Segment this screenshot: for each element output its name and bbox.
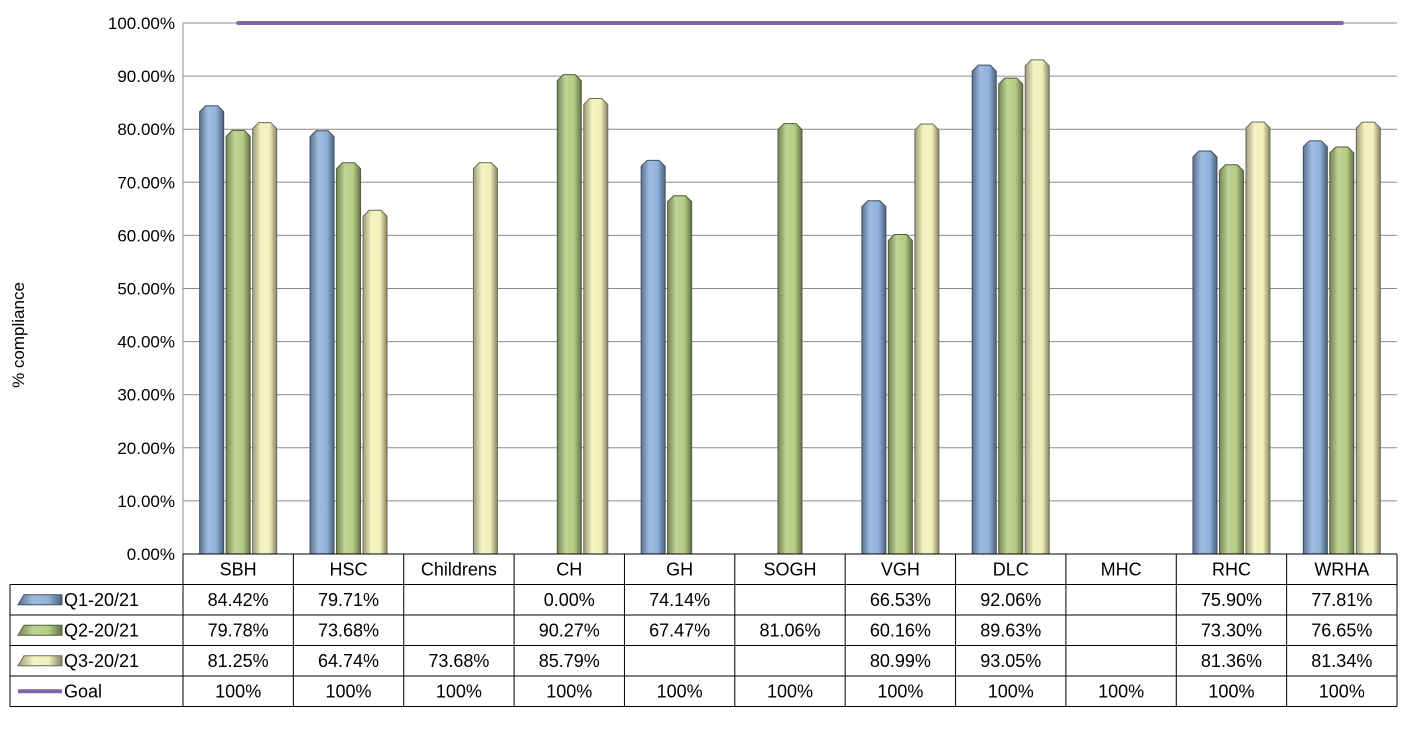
bar-q2-20-21-ch bbox=[556, 74, 582, 555]
data-label: 81.25% bbox=[208, 651, 269, 671]
legend-label: Goal bbox=[64, 681, 102, 701]
data-label: 79.71% bbox=[318, 590, 379, 610]
bar-q1-20-21-sbh bbox=[199, 105, 225, 555]
bar-q1-20-21-dlc bbox=[971, 64, 997, 555]
bar-q2-20-21-wrha bbox=[1329, 146, 1355, 555]
y-tick-label: 50.00% bbox=[117, 280, 175, 299]
y-tick-label: 10.00% bbox=[117, 492, 175, 511]
bar-q3-20-21-sbh bbox=[252, 122, 278, 555]
data-label: 76.65% bbox=[1311, 620, 1372, 640]
y-tick-label: 20.00% bbox=[117, 439, 175, 458]
data-label: 93.05% bbox=[980, 651, 1041, 671]
bar-q2-20-21-rhc bbox=[1218, 164, 1244, 555]
data-label: 67.47% bbox=[649, 620, 710, 640]
bar-q3-20-21-rhc bbox=[1245, 121, 1271, 555]
legend-key-q1-20-21 bbox=[17, 594, 63, 606]
bar-q2-20-21-sogh bbox=[777, 123, 803, 555]
bar-q2-20-21-vgh bbox=[887, 234, 913, 555]
x-tick-label: RHC bbox=[1212, 559, 1251, 579]
data-label: 100% bbox=[657, 681, 703, 701]
data-label: 64.74% bbox=[318, 651, 379, 671]
data-label: 100% bbox=[877, 681, 923, 701]
data-label: 100% bbox=[1319, 681, 1365, 701]
bar-q2-20-21-gh bbox=[667, 195, 693, 555]
x-tick-label: SOGH bbox=[763, 559, 816, 579]
data-label: 79.78% bbox=[208, 620, 269, 640]
data-label: 100% bbox=[436, 681, 482, 701]
data-label: 100% bbox=[546, 681, 592, 701]
y-tick-label: 40.00% bbox=[117, 333, 175, 352]
data-label: 0.00% bbox=[544, 590, 595, 610]
x-tick-label: GH bbox=[666, 559, 693, 579]
data-label: 66.53% bbox=[870, 590, 931, 610]
bar-q1-20-21-vgh bbox=[861, 200, 887, 555]
x-tick-label: WRHA bbox=[1314, 559, 1369, 579]
data-label: 90.27% bbox=[539, 620, 600, 640]
data-label: 100% bbox=[1208, 681, 1254, 701]
x-tick-label: Childrens bbox=[421, 559, 497, 579]
y-axis-ticks: 0.00% 10.00% 20.00% 30.00% 40.00% 50.00% 60.00… bbox=[108, 14, 175, 564]
bar-q3-20-21-childrens bbox=[472, 162, 498, 555]
bar-q2-20-21-sbh bbox=[225, 129, 251, 555]
bar-q1-20-21-rhc bbox=[1192, 150, 1218, 555]
data-label: 81.34% bbox=[1311, 651, 1372, 671]
x-tick-label: HSC bbox=[330, 559, 368, 579]
data-label: 80.99% bbox=[870, 651, 931, 671]
data-label: 77.81% bbox=[1311, 590, 1372, 610]
data-label: 100% bbox=[1098, 681, 1144, 701]
bar-q3-20-21-ch bbox=[583, 97, 609, 555]
data-label: 100% bbox=[326, 681, 372, 701]
y-tick-label: 90.00% bbox=[117, 67, 175, 86]
data-table: SBH HSC Childrens CH GH SOGH VGH DLC MHC RHC WRHA Q… bbox=[9, 553, 1398, 707]
data-label: 75.90% bbox=[1201, 590, 1262, 610]
y-tick-label: 70.00% bbox=[117, 173, 175, 192]
bar-q3-20-21-hsc bbox=[362, 209, 388, 555]
x-tick-label: DLC bbox=[993, 559, 1029, 579]
y-tick-label: 0.00% bbox=[127, 545, 175, 564]
legend-label: Q2-20/21 bbox=[64, 620, 139, 640]
x-tick-label: MHC bbox=[1101, 559, 1142, 579]
bar-q2-20-21-dlc bbox=[998, 77, 1024, 555]
y-axis-label: % compliance bbox=[9, 282, 28, 388]
data-label: 84.42% bbox=[208, 590, 269, 610]
bar-q1-20-21-hsc bbox=[309, 130, 335, 555]
data-label: 89.63% bbox=[980, 620, 1041, 640]
data-label: 85.79% bbox=[539, 651, 600, 671]
legend-key-q2-20-21 bbox=[17, 624, 63, 636]
data-label: 100% bbox=[215, 681, 261, 701]
y-tick-label: 30.00% bbox=[117, 386, 175, 405]
bar-q3-20-21-dlc bbox=[1024, 59, 1050, 555]
data-label: 81.36% bbox=[1201, 651, 1262, 671]
y-tick-label: 100.00% bbox=[108, 14, 175, 33]
bar-q1-20-21-gh bbox=[640, 159, 666, 555]
x-tick-label: CH bbox=[556, 559, 582, 579]
y-tick-label: 80.00% bbox=[117, 120, 175, 139]
data-label: 73.68% bbox=[318, 620, 379, 640]
data-label: 60.16% bbox=[870, 620, 931, 640]
y-tick-label: 60.00% bbox=[117, 226, 175, 245]
data-label: 74.14% bbox=[649, 590, 710, 610]
data-label: 81.06% bbox=[759, 620, 820, 640]
legend-key-q3-20-21 bbox=[17, 655, 63, 667]
bar-q3-20-21-vgh bbox=[914, 123, 940, 555]
data-label: 73.68% bbox=[428, 651, 489, 671]
bars bbox=[199, 59, 1381, 555]
legend-label: Q1-20/21 bbox=[64, 590, 139, 610]
data-label: 100% bbox=[988, 681, 1034, 701]
data-label: 100% bbox=[767, 681, 813, 701]
bar-q1-20-21-wrha bbox=[1302, 140, 1328, 555]
data-label: 73.30% bbox=[1201, 620, 1262, 640]
legend-label: Q3-20/21 bbox=[64, 651, 139, 671]
x-tick-label: VGH bbox=[881, 559, 920, 579]
data-label: 92.06% bbox=[980, 590, 1041, 610]
x-tick-label: SBH bbox=[220, 559, 257, 579]
bar-q2-20-21-hsc bbox=[336, 162, 362, 555]
bar-q3-20-21-wrha bbox=[1355, 121, 1381, 555]
